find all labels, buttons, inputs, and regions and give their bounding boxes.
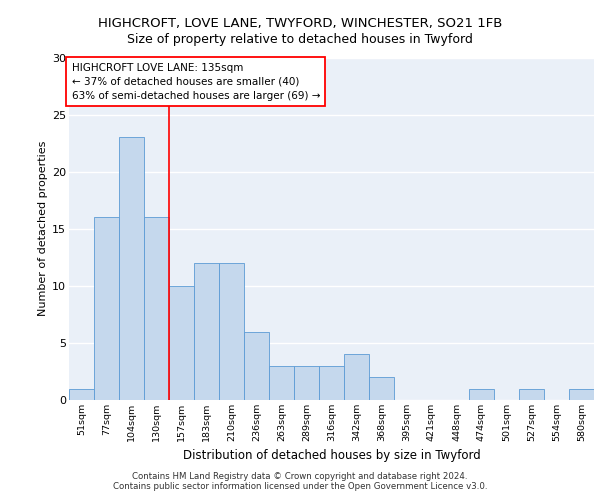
Bar	[369, 377, 394, 400]
Bar	[319, 366, 344, 400]
Text: Contains public sector information licensed under the Open Government Licence v3: Contains public sector information licen…	[113, 482, 487, 491]
Bar	[94, 218, 119, 400]
Bar	[169, 286, 194, 400]
Y-axis label: Number of detached properties: Number of detached properties	[38, 141, 48, 316]
Bar	[344, 354, 369, 400]
Text: Contains HM Land Registry data © Crown copyright and database right 2024.: Contains HM Land Registry data © Crown c…	[132, 472, 468, 481]
Bar	[219, 263, 244, 400]
Bar	[144, 218, 169, 400]
Bar	[519, 388, 544, 400]
Bar	[119, 138, 144, 400]
Text: Size of property relative to detached houses in Twyford: Size of property relative to detached ho…	[127, 34, 473, 46]
Bar	[469, 388, 494, 400]
X-axis label: Distribution of detached houses by size in Twyford: Distribution of detached houses by size …	[182, 450, 481, 462]
Bar	[294, 366, 319, 400]
Bar	[269, 366, 294, 400]
Text: HIGHCROFT, LOVE LANE, TWYFORD, WINCHESTER, SO21 1FB: HIGHCROFT, LOVE LANE, TWYFORD, WINCHESTE…	[98, 18, 502, 30]
Bar	[569, 388, 594, 400]
Bar	[244, 332, 269, 400]
Bar	[69, 388, 94, 400]
Bar	[194, 263, 219, 400]
Text: HIGHCROFT LOVE LANE: 135sqm
← 37% of detached houses are smaller (40)
63% of sem: HIGHCROFT LOVE LANE: 135sqm ← 37% of det…	[71, 62, 320, 100]
